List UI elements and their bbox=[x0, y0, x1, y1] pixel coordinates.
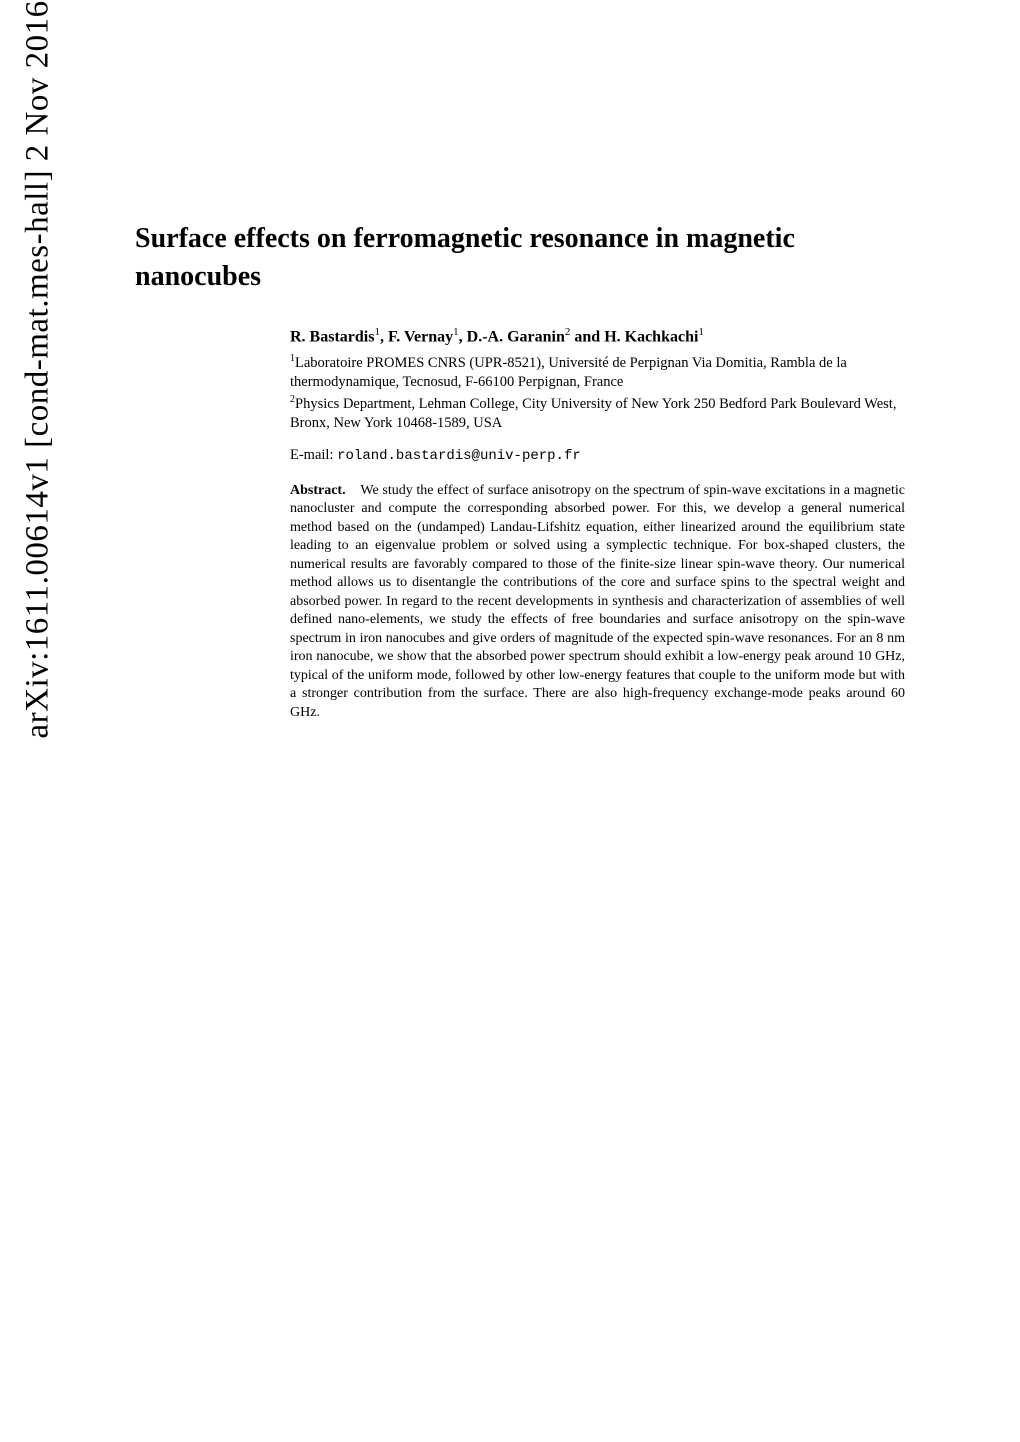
affiliation-2: 2Physics Department, Lehman College, Cit… bbox=[290, 393, 905, 433]
abstract-label: Abstract. bbox=[290, 483, 346, 498]
authors-block: R. Bastardis1, F. Vernay1, D.-A. Garanin… bbox=[290, 326, 905, 722]
authors-list: R. Bastardis1, F. Vernay1, D.-A. Garanin… bbox=[290, 326, 905, 346]
email-label: E-mail: bbox=[290, 447, 337, 463]
email-address: roland.bastardis@univ-perp.fr bbox=[337, 448, 581, 464]
abstract: Abstract. We study the effect of surface… bbox=[290, 482, 905, 722]
arxiv-identifier: arXiv:1611.00614v1 [cond-mat.mes-hall] 2… bbox=[20, 0, 57, 738]
abstract-text: We study the effect of surface anisotrop… bbox=[290, 483, 905, 720]
affiliation-1: 1Laboratoire PROMES CNRS (UPR-8521), Uni… bbox=[290, 352, 905, 392]
paper-content: Surface effects on ferromagnetic resonan… bbox=[135, 220, 915, 722]
paper-title: Surface effects on ferromagnetic resonan… bbox=[135, 220, 915, 296]
email-line: E-mail: roland.bastardis@univ-perp.fr bbox=[290, 447, 905, 464]
